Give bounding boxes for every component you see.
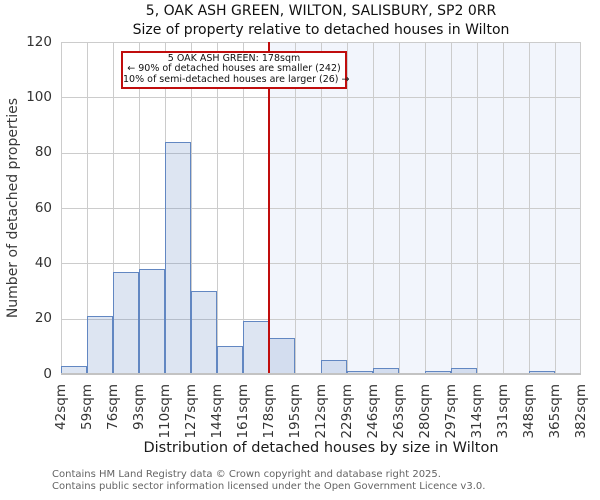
x-tick-label: 178sqm — [261, 384, 277, 439]
x-tick-label: 110sqm — [157, 384, 173, 439]
v-gridline — [113, 42, 114, 374]
v-gridline — [580, 42, 581, 374]
histogram-bar — [87, 315, 113, 374]
v-gridline — [529, 42, 530, 374]
v-gridline — [425, 42, 426, 374]
v-gridline — [243, 42, 244, 374]
plot-area — [61, 42, 581, 375]
v-gridline — [555, 42, 556, 374]
y-tick-label: 40 — [34, 254, 52, 271]
x-tick-label: 331sqm — [495, 384, 511, 439]
x-axis-line — [61, 373, 581, 375]
histogram-bar — [191, 291, 217, 374]
v-gridline — [477, 42, 478, 374]
y-tick-label: 20 — [34, 310, 52, 327]
y-tick-label: 60 — [34, 199, 52, 216]
y-tick-label: 80 — [34, 144, 52, 161]
histogram-bar — [451, 368, 477, 374]
v-gridline — [451, 42, 452, 374]
annotation-box: 5 OAK ASH GREEN: 178sqm ← 90% of detache… — [121, 51, 350, 90]
x-axis-label: Distribution of detached houses by size … — [143, 440, 499, 456]
histogram-bar — [165, 141, 191, 374]
v-gridline — [399, 42, 400, 374]
v-gridline — [295, 42, 296, 374]
v-gridline — [503, 42, 504, 374]
x-tick-label: 93sqm — [131, 384, 147, 430]
x-tick-label: 127sqm — [183, 384, 199, 439]
histogram-bar — [139, 268, 165, 374]
x-tick-label: 348sqm — [521, 384, 537, 439]
v-gridline — [321, 42, 322, 374]
histogram-bar — [243, 321, 269, 374]
x-tick-label: 144sqm — [209, 384, 225, 439]
x-tick-label: 365sqm — [547, 384, 563, 439]
histogram-bar — [113, 271, 139, 374]
x-tick-label: 59sqm — [79, 384, 95, 430]
footer: Contains HM Land Registry data © Crown c… — [52, 469, 485, 492]
x-tick-label: 42sqm — [53, 384, 69, 430]
v-gridline — [373, 42, 374, 374]
v-gridline — [191, 42, 192, 374]
x-tick-label: 314sqm — [469, 384, 485, 439]
histogram-bar — [373, 368, 399, 374]
y-tick-label: 0 — [43, 365, 52, 382]
v-gridline — [347, 42, 348, 374]
x-tick-label: 76sqm — [105, 384, 121, 430]
histogram-bar — [347, 371, 373, 374]
x-tick-label: 297sqm — [443, 384, 459, 439]
histogram-bar — [61, 365, 87, 374]
v-gridline — [87, 42, 88, 374]
annotation-line-2: ← 90% of detached houses are smaller (24… — [127, 63, 341, 75]
y-tick-label: 100 — [26, 88, 52, 105]
chart-subtitle: Size of property relative to detached ho… — [132, 22, 510, 38]
footer-line-2: Contains public sector information licen… — [52, 480, 486, 492]
histogram-bar — [529, 371, 555, 374]
histogram-bar — [217, 346, 243, 374]
histogram-bar — [321, 360, 347, 374]
x-tick-label: 382sqm — [573, 384, 589, 439]
chart-title: 5, OAK ASH GREEN, WILTON, SALISBURY, SP2… — [145, 3, 497, 19]
y-tick-label: 120 — [26, 33, 52, 50]
x-tick-label: 229sqm — [339, 384, 355, 439]
x-tick-label: 195sqm — [287, 384, 303, 439]
subject-property-marker-line — [268, 42, 270, 374]
histogram-bar — [269, 338, 295, 374]
x-tick-label: 263sqm — [391, 384, 407, 439]
annotation-line-1: 5 OAK ASH GREEN: 178sqm — [167, 53, 301, 64]
histogram-bar — [425, 371, 451, 374]
annotation-line-3: 10% of semi-detached houses are larger (… — [123, 73, 350, 85]
y-axis-spine — [61, 42, 62, 374]
v-gridline — [217, 42, 218, 374]
v-gridline — [139, 42, 140, 374]
x-tick-label: 280sqm — [417, 384, 433, 439]
footer-line-1: Contains HM Land Registry data © Crown c… — [52, 469, 441, 480]
x-tick-label: 246sqm — [365, 384, 381, 439]
x-tick-label: 212sqm — [313, 384, 329, 439]
x-tick-label: 161sqm — [235, 384, 251, 439]
